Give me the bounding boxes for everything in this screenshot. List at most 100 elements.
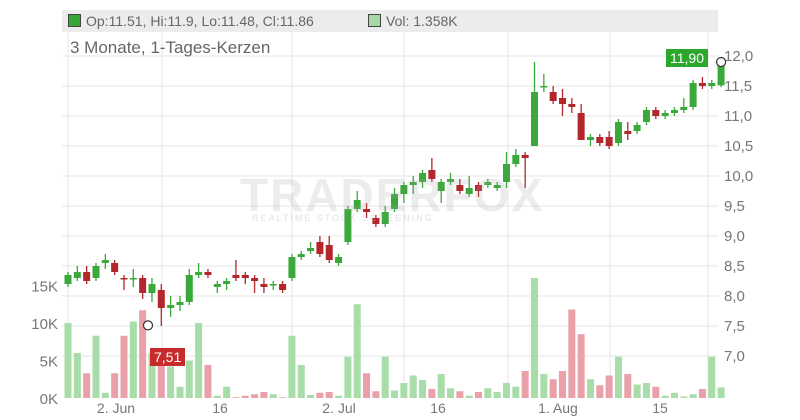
candle	[73, 266, 81, 281]
candle-body	[512, 155, 520, 164]
candle-body	[120, 278, 128, 280]
candle-body	[73, 272, 81, 278]
candle-body	[307, 248, 315, 251]
volume-bar	[642, 383, 650, 398]
chart-subtitle: 3 Monate, 1-Tages-Kerzen	[70, 38, 271, 57]
candle-body	[642, 110, 650, 122]
candle-body	[288, 257, 296, 278]
x-tick-label: 15	[652, 400, 668, 416]
volume-bar	[586, 379, 594, 398]
candle	[204, 269, 212, 278]
candle-body	[577, 113, 585, 140]
legend-up-swatch	[68, 14, 81, 27]
candle	[260, 278, 268, 293]
low-price-badge: 7,51	[150, 348, 186, 366]
volume-bar	[521, 371, 529, 398]
candle-body	[260, 284, 268, 287]
candle	[241, 272, 249, 284]
volume-bar	[568, 309, 576, 398]
candle-body	[493, 185, 501, 188]
volume-bar	[689, 394, 697, 398]
candle	[521, 152, 529, 188]
legend-ohlc: Op:11.51, Hi:11.9, Lo:11.48, Cl:11.86	[68, 13, 314, 29]
candle	[419, 170, 427, 188]
watermark-tagline: REALTIME STOCK SCREENING	[252, 213, 434, 223]
candle-body	[437, 182, 445, 191]
candle	[363, 203, 371, 218]
candle	[680, 98, 688, 113]
volume-bars	[64, 278, 725, 398]
volume-bar	[223, 386, 231, 398]
candle-body	[92, 266, 100, 278]
y-tick-label: 11,0	[724, 108, 752, 125]
candle	[689, 80, 697, 110]
volume-bar	[633, 384, 641, 398]
candle-body	[148, 284, 156, 293]
volume-bar	[251, 394, 259, 398]
volume-bar	[167, 366, 175, 398]
candle	[484, 179, 492, 188]
candle	[92, 263, 100, 281]
candle-body	[185, 275, 193, 302]
candle-body	[456, 185, 464, 191]
candle	[307, 242, 315, 254]
candle-body	[661, 113, 669, 116]
volume-bar	[661, 395, 669, 398]
y-tick-label: 11,5	[724, 78, 752, 95]
legend-bar: Op:11.51, Hi:11.9, Lo:11.48, Cl:11.86 Vo…	[62, 10, 718, 32]
candle	[614, 119, 622, 146]
volume-bar	[232, 397, 240, 398]
volume-bar	[83, 373, 91, 398]
candle	[157, 284, 165, 326]
volume-tick-label: 15K	[31, 279, 58, 296]
volume-bar	[176, 386, 184, 398]
volume-bar	[307, 395, 315, 398]
candle	[698, 77, 706, 89]
volume-bar	[503, 383, 511, 398]
candle	[558, 89, 566, 116]
candle	[381, 206, 389, 227]
volume-bar	[353, 304, 361, 398]
volume-bar	[456, 391, 464, 398]
candle-body	[204, 272, 212, 275]
candle	[195, 263, 203, 278]
candle	[708, 80, 716, 89]
candle-body	[139, 278, 147, 293]
candle	[391, 188, 399, 212]
x-tick-label: 1. Aug	[538, 400, 578, 416]
candle-body	[111, 263, 119, 272]
x-tick-label: 16	[212, 400, 228, 416]
candle-body	[157, 290, 165, 308]
candle	[531, 62, 538, 146]
candle	[269, 281, 277, 290]
candle	[475, 182, 483, 197]
volume-bar	[325, 392, 333, 398]
candle-body	[586, 137, 594, 140]
volume-bar	[465, 395, 473, 398]
volume-bar	[493, 392, 501, 398]
candle-body	[549, 92, 557, 101]
candle	[624, 122, 632, 140]
candle	[353, 191, 361, 212]
volume-bar	[129, 321, 137, 398]
volume-bar	[363, 373, 371, 398]
candle-body	[540, 86, 548, 88]
markers	[142, 56, 727, 331]
candle-body	[465, 188, 473, 194]
candle	[223, 278, 231, 290]
volume-bar	[549, 379, 557, 398]
candle-body	[297, 254, 305, 257]
volume-bar	[139, 310, 147, 398]
candle-body	[717, 64, 725, 86]
volume-bar	[92, 335, 100, 398]
candle	[64, 272, 72, 287]
x-tick-label: 2. Jul	[322, 400, 355, 416]
candle-body	[129, 278, 137, 280]
candle-body	[363, 209, 371, 212]
candle	[596, 134, 604, 146]
candle	[372, 215, 380, 227]
high-marker	[715, 56, 727, 68]
volume-bar	[447, 388, 455, 398]
candle	[540, 74, 548, 92]
volume-tick-label: 10K	[31, 316, 58, 333]
